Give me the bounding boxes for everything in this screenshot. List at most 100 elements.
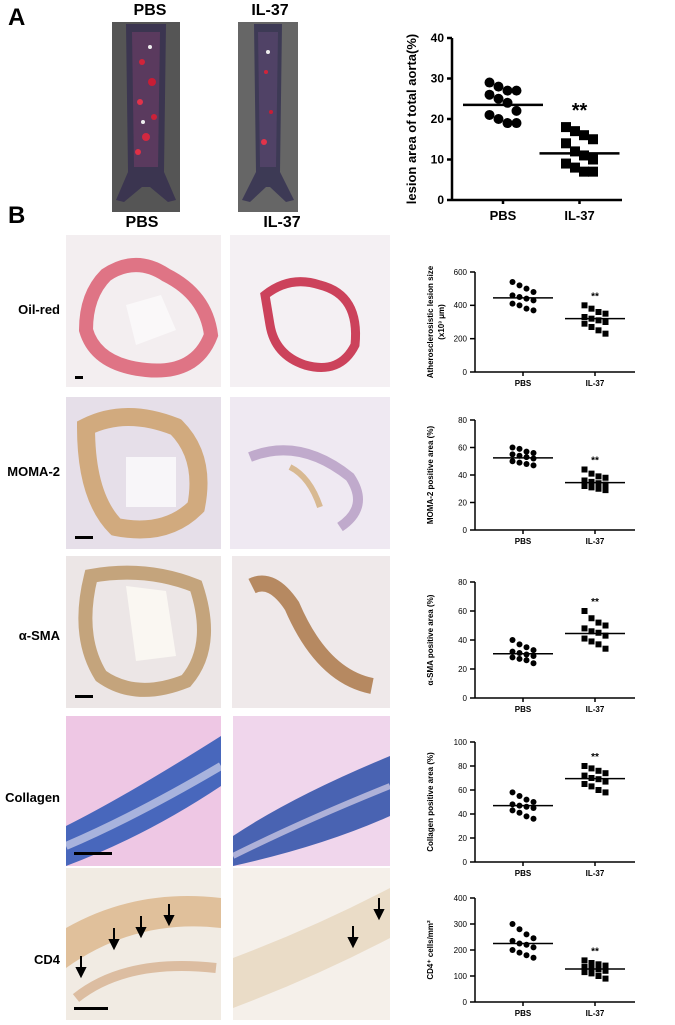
data-point: [570, 146, 580, 157]
data-point: [484, 77, 495, 88]
y-tick-label: 40: [458, 471, 467, 480]
micrograph-cd4-pbs: [66, 868, 221, 1020]
y-tick-label: 0: [463, 998, 468, 1007]
micrograph-collagen-pbs: [66, 716, 221, 866]
data-point: [595, 787, 602, 793]
micrograph-oil-red-pbs: [66, 235, 221, 387]
y-tick-label: 20: [458, 834, 467, 843]
data-point: [602, 474, 609, 481]
data-point: [581, 477, 588, 484]
panel-b-letter: B: [8, 202, 26, 229]
data-point: [579, 166, 589, 177]
chart-lesion-area-total-aorta: 0 10 20 30 40 lesion area of total aorta(%) PB…: [404, 31, 622, 223]
data-point: [530, 297, 537, 304]
y-tick-label: 0: [463, 858, 468, 867]
data-point: [561, 138, 571, 149]
data-point: [602, 962, 609, 969]
panel-b-il37-label: IL-37: [263, 214, 301, 231]
y-tick-label: 0: [463, 368, 468, 377]
significance-marker: **: [591, 291, 599, 302]
data-point: [516, 926, 523, 933]
data-point: [588, 765, 595, 772]
data-point: [509, 458, 516, 465]
data-point: [523, 448, 530, 455]
data-point: [602, 481, 609, 488]
data-point: [602, 645, 609, 652]
row-label-alpha-sma: α-SMA: [18, 628, 60, 643]
x-tick-label: IL-37: [586, 705, 605, 714]
chart-moma2-positive-area: 0 20 40 60 80 MOMA-2 positive area (%) PBS IL-3…: [426, 416, 635, 546]
scale-bar: [75, 536, 93, 539]
data-point: [516, 793, 523, 799]
data-point: [602, 778, 609, 785]
row-label-cd4: CD4: [33, 952, 60, 967]
y-tick-label: 60: [458, 607, 467, 616]
data-point: [523, 796, 530, 803]
data-point: [581, 635, 588, 642]
data-point: [516, 445, 523, 452]
data-point: [511, 118, 522, 129]
data-point: [530, 307, 537, 314]
data-point: [602, 487, 609, 494]
y-tick-label: 60: [458, 443, 467, 452]
data-point: [588, 615, 595, 622]
data-point: [523, 305, 530, 312]
data-point: [493, 81, 504, 92]
data-point: [509, 637, 516, 643]
data-point: [581, 314, 588, 320]
y-tick-label: 600: [454, 268, 468, 277]
y-tick-label: 60: [458, 786, 467, 795]
data-point: [509, 444, 516, 451]
scale-bar: [75, 376, 83, 379]
data-point: [509, 451, 516, 458]
data-point: [561, 158, 571, 169]
data-point: [602, 632, 609, 639]
y-axis-label: Atherosclerosistic lesion size: [426, 265, 435, 378]
data-point: [581, 608, 588, 614]
data-point: [516, 459, 523, 466]
data-point: [516, 809, 523, 816]
x-tick-label: IL-37: [586, 379, 605, 388]
data-point: [581, 483, 588, 489]
data-point: [595, 473, 602, 480]
data-point: [588, 134, 598, 145]
data-point: [509, 789, 516, 796]
y-axis-label: MOMA-2 positive area (%): [426, 426, 435, 525]
data-point: [588, 960, 595, 966]
x-tick-label: PBS: [515, 705, 532, 714]
data-point: [595, 767, 602, 774]
data-point: [579, 130, 589, 141]
data-point: [516, 641, 523, 648]
data-point: [509, 279, 516, 285]
data-point: [588, 166, 598, 177]
data-point: [588, 628, 595, 635]
significance-marker: **: [591, 946, 599, 957]
x-tick-label: PBS: [515, 869, 532, 878]
data-point: [493, 114, 504, 124]
data-point: [581, 772, 588, 779]
data-point: [602, 770, 609, 777]
x-tick-label: IL-37: [586, 869, 605, 878]
data-point: [530, 815, 537, 822]
y-axis-label: Collagen positive area (%): [426, 752, 435, 852]
data-point: [523, 285, 530, 292]
data-point: [581, 763, 588, 769]
data-point: [588, 305, 595, 312]
data-point: [581, 466, 588, 473]
x-tick-label: IL-37: [564, 208, 594, 223]
data-point: [530, 799, 537, 805]
data-point: [509, 807, 516, 814]
data-point: [588, 154, 598, 165]
x-tick-label: PBS: [515, 537, 532, 546]
data-point: [530, 450, 537, 456]
data-point: [523, 931, 530, 938]
significance-marker: **: [591, 456, 599, 467]
data-point: [602, 967, 609, 974]
data-point: [579, 150, 589, 161]
scale-bar: [74, 1007, 108, 1010]
significance-marker: **: [591, 752, 599, 763]
data-point: [523, 461, 530, 467]
data-point: [509, 654, 516, 661]
panel-b-pbs-label: PBS: [125, 214, 159, 231]
data-point: [595, 961, 602, 968]
